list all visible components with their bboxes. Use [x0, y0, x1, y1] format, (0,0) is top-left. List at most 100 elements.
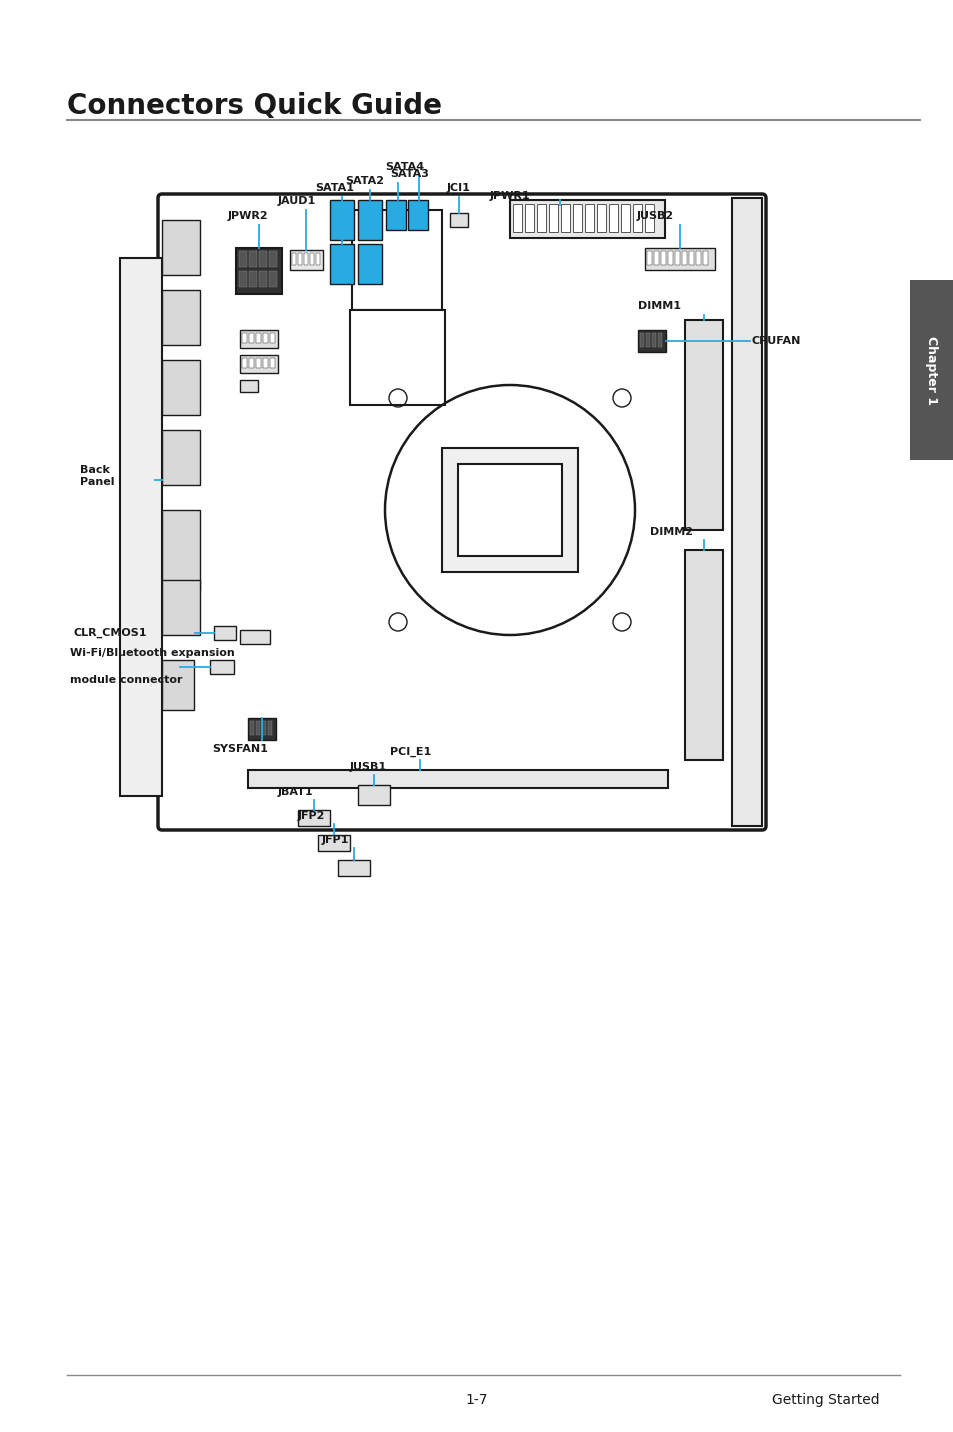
Bar [268, 720, 272, 735]
Bar [510, 200, 664, 238]
Text: JPWR2: JPWR2 [228, 211, 269, 221]
Bar [357, 243, 381, 284]
Bar [239, 271, 247, 286]
Bar [249, 334, 253, 344]
Bar [667, 251, 672, 265]
Bar [560, 203, 569, 232]
Bar [162, 291, 200, 345]
Text: Back
Panel: Back Panel [80, 465, 114, 487]
Bar [270, 358, 274, 368]
Text: DIMM1: DIMM1 [638, 301, 680, 311]
Bar [162, 660, 193, 710]
FancyBboxPatch shape [158, 193, 765, 831]
Bar [450, 213, 468, 228]
Bar [210, 660, 233, 674]
Bar [240, 355, 277, 372]
Text: JBAT1: JBAT1 [277, 788, 314, 798]
Bar [646, 251, 651, 265]
Bar [645, 334, 649, 347]
Bar [660, 251, 665, 265]
Bar [633, 203, 641, 232]
Text: JCI1: JCI1 [447, 183, 471, 193]
Bar [258, 251, 267, 266]
Bar [315, 253, 319, 265]
Bar [249, 271, 256, 286]
Bar [357, 785, 390, 805]
Bar [537, 203, 545, 232]
Bar [352, 211, 441, 309]
Text: JFP2: JFP2 [297, 811, 325, 821]
Bar [120, 258, 162, 796]
Bar [262, 720, 266, 735]
Bar [731, 198, 761, 826]
Text: CPUFAN: CPUFAN [751, 337, 801, 347]
Bar [162, 580, 200, 634]
Bar [270, 334, 274, 344]
Text: CLR_CMOS1: CLR_CMOS1 [73, 627, 147, 639]
Bar [162, 359, 200, 415]
Text: DIMM2: DIMM2 [649, 527, 692, 537]
Bar [240, 630, 270, 644]
Bar [297, 253, 302, 265]
Text: SATA4: SATA4 [385, 162, 424, 172]
Bar [248, 717, 275, 740]
Bar [255, 720, 260, 735]
Bar [638, 329, 665, 352]
Bar [684, 319, 722, 530]
Bar [263, 334, 268, 344]
Bar [240, 329, 277, 348]
Bar [684, 550, 722, 760]
Bar [675, 251, 679, 265]
Bar [317, 835, 350, 851]
Bar [909, 281, 953, 460]
Bar [620, 203, 629, 232]
Text: JAUD1: JAUD1 [277, 196, 315, 206]
Bar [263, 358, 268, 368]
Bar [249, 251, 256, 266]
Bar [297, 811, 330, 826]
Bar [350, 309, 444, 405]
Bar [639, 334, 643, 347]
Bar [654, 251, 659, 265]
Text: Connectors Quick Guide: Connectors Quick Guide [67, 92, 441, 120]
Bar [658, 334, 661, 347]
Bar [457, 464, 561, 556]
Bar [255, 334, 261, 344]
Bar [584, 203, 594, 232]
Bar [513, 203, 521, 232]
Bar [255, 358, 261, 368]
Text: SYSFAN1: SYSFAN1 [212, 745, 268, 755]
Bar [162, 221, 200, 275]
Bar [651, 334, 656, 347]
Bar [250, 720, 253, 735]
Bar [644, 203, 654, 232]
Text: JFP1: JFP1 [322, 835, 349, 845]
Text: JUSB1: JUSB1 [350, 762, 387, 772]
Bar [258, 271, 267, 286]
Text: SATA2: SATA2 [345, 176, 384, 186]
Bar [408, 200, 428, 231]
Text: PCI_E1: PCI_E1 [390, 746, 431, 758]
Bar [337, 861, 370, 876]
Bar [242, 334, 247, 344]
Bar [239, 251, 247, 266]
Bar [330, 243, 354, 284]
Text: SATA1: SATA1 [314, 183, 354, 193]
Bar [688, 251, 693, 265]
Bar [304, 253, 308, 265]
Bar [441, 448, 578, 571]
Bar [240, 379, 257, 392]
Bar [597, 203, 605, 232]
Bar [310, 253, 314, 265]
Bar [235, 248, 282, 294]
Text: SATA3: SATA3 [390, 169, 429, 179]
Bar [524, 203, 534, 232]
Text: JUSB2: JUSB2 [637, 211, 674, 221]
Bar [242, 358, 247, 368]
Bar [162, 430, 200, 485]
Bar [249, 358, 253, 368]
Bar [548, 203, 558, 232]
Bar [696, 251, 700, 265]
Text: Getting Started: Getting Started [772, 1393, 879, 1408]
Bar [213, 626, 235, 640]
